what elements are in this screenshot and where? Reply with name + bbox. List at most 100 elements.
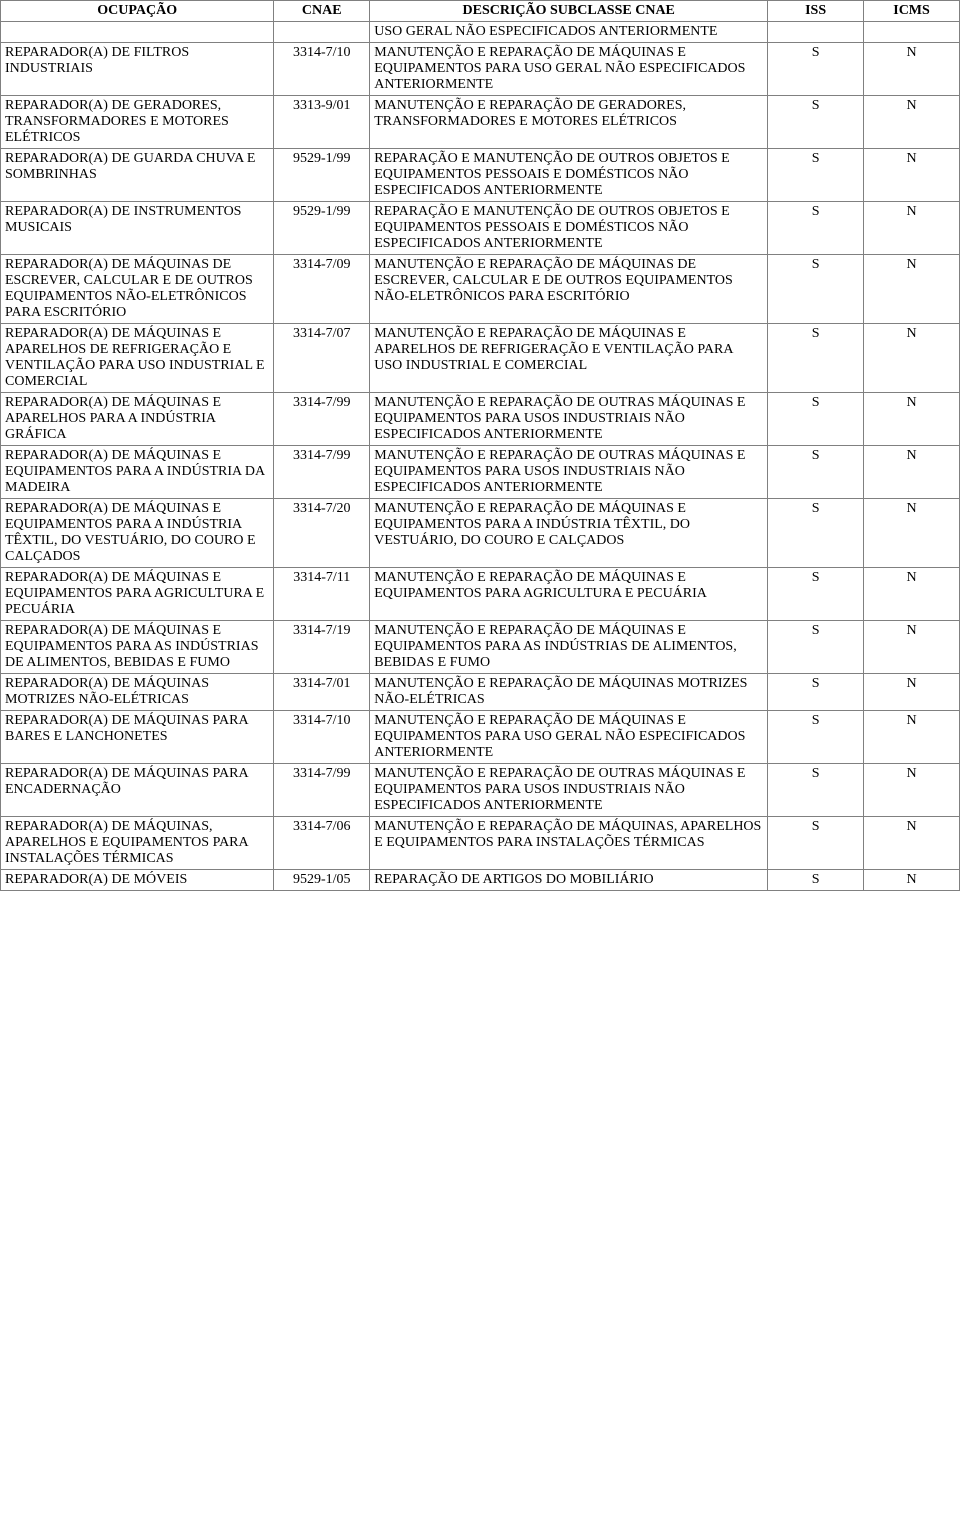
cell-ocupacao: REPARADOR(A) DE MÁQUINAS E APARELHOS DE … (1, 324, 274, 393)
table-row: REPARADOR(A) DE MÁQUINAS E APARELHOS PAR… (1, 393, 960, 446)
cell-ocupacao: REPARADOR(A) DE MÁQUINAS E EQUIPAMENTOS … (1, 621, 274, 674)
table-row: REPARADOR(A) DE MÁQUINAS PARA ENCADERNAÇ… (1, 764, 960, 817)
header-cnae: CNAE (274, 1, 370, 22)
table-body: USO GERAL NÃO ESPECIFICADOS ANTERIORMENT… (1, 22, 960, 891)
cell-ocupacao: REPARADOR(A) DE MÓVEIS (1, 870, 274, 891)
cell-icms: N (864, 499, 960, 568)
cell-cnae (274, 22, 370, 43)
cell-ocupacao: REPARADOR(A) DE MÁQUINAS MOTRIZES NÃO-EL… (1, 674, 274, 711)
cell-descricao: MANUTENÇÃO E REPARAÇÃO DE OUTRAS MÁQUINA… (370, 764, 768, 817)
cell-ocupacao: REPARADOR(A) DE MÁQUINAS E EQUIPAMENTOS … (1, 568, 274, 621)
cell-descricao: REPARAÇÃO E MANUTENÇÃO DE OUTROS OBJETOS… (370, 149, 768, 202)
cell-icms: N (864, 96, 960, 149)
table-row: REPARADOR(A) DE MÁQUINAS, APARELHOS E EQ… (1, 817, 960, 870)
cell-iss: S (768, 43, 864, 96)
cell-descricao: MANUTENÇÃO E REPARAÇÃO DE OUTRAS MÁQUINA… (370, 446, 768, 499)
table-header-row: OCUPAÇÃO CNAE DESCRIÇÃO SUBCLASSE CNAE I… (1, 1, 960, 22)
table-row: REPARADOR(A) DE MÁQUINAS E EQUIPAMENTOS … (1, 621, 960, 674)
cell-ocupacao: REPARADOR(A) DE MÁQUINAS PARA BARES E LA… (1, 711, 274, 764)
cell-iss: S (768, 674, 864, 711)
cell-cnae: 3314-7/09 (274, 255, 370, 324)
cell-iss: S (768, 870, 864, 891)
cell-cnae: 3314-7/06 (274, 817, 370, 870)
cell-cnae: 3314-7/99 (274, 446, 370, 499)
cell-icms: N (864, 43, 960, 96)
cell-iss: S (768, 499, 864, 568)
cell-iss: S (768, 149, 864, 202)
cell-iss: S (768, 817, 864, 870)
table-row: REPARADOR(A) DE MÁQUINAS PARA BARES E LA… (1, 711, 960, 764)
cell-iss: S (768, 764, 864, 817)
cell-iss: S (768, 324, 864, 393)
cell-icms: N (864, 870, 960, 891)
cell-descricao: REPARAÇÃO DE ARTIGOS DO MOBILIÁRIO (370, 870, 768, 891)
cnae-table: OCUPAÇÃO CNAE DESCRIÇÃO SUBCLASSE CNAE I… (0, 0, 960, 891)
table-row: USO GERAL NÃO ESPECIFICADOS ANTERIORMENT… (1, 22, 960, 43)
cell-descricao: USO GERAL NÃO ESPECIFICADOS ANTERIORMENT… (370, 22, 768, 43)
cell-descricao: MANUTENÇÃO E REPARAÇÃO DE GERADORES, TRA… (370, 96, 768, 149)
cell-icms: N (864, 621, 960, 674)
cell-icms: N (864, 764, 960, 817)
cell-iss: S (768, 393, 864, 446)
cell-descricao: MANUTENÇÃO E REPARAÇÃO DE MÁQUINAS E EQU… (370, 711, 768, 764)
cell-cnae: 9529-1/05 (274, 870, 370, 891)
cell-cnae: 3313-9/01 (274, 96, 370, 149)
table-row: REPARADOR(A) DE MÓVEIS9529-1/05REPARAÇÃO… (1, 870, 960, 891)
cell-icms (864, 22, 960, 43)
cell-icms: N (864, 202, 960, 255)
cell-descricao: MANUTENÇÃO E REPARAÇÃO DE MÁQUINAS E APA… (370, 324, 768, 393)
header-ocupacao: OCUPAÇÃO (1, 1, 274, 22)
cell-ocupacao: REPARADOR(A) DE MÁQUINAS E EQUIPAMENTOS … (1, 499, 274, 568)
cell-icms: N (864, 255, 960, 324)
cell-cnae: 3314-7/07 (274, 324, 370, 393)
cell-ocupacao: REPARADOR(A) DE MÁQUINAS PARA ENCADERNAÇ… (1, 764, 274, 817)
cell-iss: S (768, 711, 864, 764)
cell-iss: S (768, 446, 864, 499)
cell-icms: N (864, 674, 960, 711)
table-row: REPARADOR(A) DE FILTROS INDUSTRIAIS3314-… (1, 43, 960, 96)
cell-descricao: REPARAÇÃO E MANUTENÇÃO DE OUTROS OBJETOS… (370, 202, 768, 255)
table-row: REPARADOR(A) DE MÁQUINAS MOTRIZES NÃO-EL… (1, 674, 960, 711)
cell-icms: N (864, 817, 960, 870)
cell-cnae: 3314-7/20 (274, 499, 370, 568)
cell-icms: N (864, 149, 960, 202)
cell-cnae: 3314-7/99 (274, 393, 370, 446)
cell-descricao: MANUTENÇÃO E REPARAÇÃO DE MÁQUINAS DE ES… (370, 255, 768, 324)
table-row: REPARADOR(A) DE INSTRUMENTOS MUSICAIS952… (1, 202, 960, 255)
cell-iss: S (768, 568, 864, 621)
cell-descricao: MANUTENÇÃO E REPARAÇÃO DE MÁQUINAS E EQU… (370, 499, 768, 568)
cell-ocupacao (1, 22, 274, 43)
cell-icms: N (864, 568, 960, 621)
cell-cnae: 3314-7/10 (274, 711, 370, 764)
cell-cnae: 3314-7/99 (274, 764, 370, 817)
cell-ocupacao: REPARADOR(A) DE FILTROS INDUSTRIAIS (1, 43, 274, 96)
cell-icms: N (864, 324, 960, 393)
cell-cnae: 3314-7/01 (274, 674, 370, 711)
cell-descricao: MANUTENÇÃO E REPARAÇÃO DE MÁQUINAS E EQU… (370, 43, 768, 96)
cell-iss: S (768, 621, 864, 674)
header-icms: ICMS (864, 1, 960, 22)
cell-ocupacao: REPARADOR(A) DE MÁQUINAS E APARELHOS PAR… (1, 393, 274, 446)
cell-iss: S (768, 255, 864, 324)
cell-descricao: MANUTENÇÃO E REPARAÇÃO DE MÁQUINAS E EQU… (370, 621, 768, 674)
cell-ocupacao: REPARADOR(A) DE MÁQUINAS E EQUIPAMENTOS … (1, 446, 274, 499)
table-row: REPARADOR(A) DE MÁQUINAS DE ESCREVER, CA… (1, 255, 960, 324)
cell-ocupacao: REPARADOR(A) DE INSTRUMENTOS MUSICAIS (1, 202, 274, 255)
table-row: REPARADOR(A) DE MÁQUINAS E EQUIPAMENTOS … (1, 499, 960, 568)
cell-descricao: MANUTENÇÃO E REPARAÇÃO DE MÁQUINAS, APAR… (370, 817, 768, 870)
table-row: REPARADOR(A) DE GUARDA CHUVA E SOMBRINHA… (1, 149, 960, 202)
cell-iss (768, 22, 864, 43)
cell-icms: N (864, 393, 960, 446)
cell-descricao: MANUTENÇÃO E REPARAÇÃO DE MÁQUINAS E EQU… (370, 568, 768, 621)
cell-ocupacao: REPARADOR(A) DE GUARDA CHUVA E SOMBRINHA… (1, 149, 274, 202)
cell-descricao: MANUTENÇÃO E REPARAÇÃO DE MÁQUINAS MOTRI… (370, 674, 768, 711)
table-row: REPARADOR(A) DE MÁQUINAS E EQUIPAMENTOS … (1, 446, 960, 499)
cell-icms: N (864, 446, 960, 499)
header-descricao: DESCRIÇÃO SUBCLASSE CNAE (370, 1, 768, 22)
cell-ocupacao: REPARADOR(A) DE MÁQUINAS, APARELHOS E EQ… (1, 817, 274, 870)
cell-cnae: 9529-1/99 (274, 149, 370, 202)
cell-cnae: 3314-7/19 (274, 621, 370, 674)
table-row: REPARADOR(A) DE MÁQUINAS E EQUIPAMENTOS … (1, 568, 960, 621)
cell-iss: S (768, 202, 864, 255)
table-row: REPARADOR(A) DE GERADORES, TRANSFORMADOR… (1, 96, 960, 149)
